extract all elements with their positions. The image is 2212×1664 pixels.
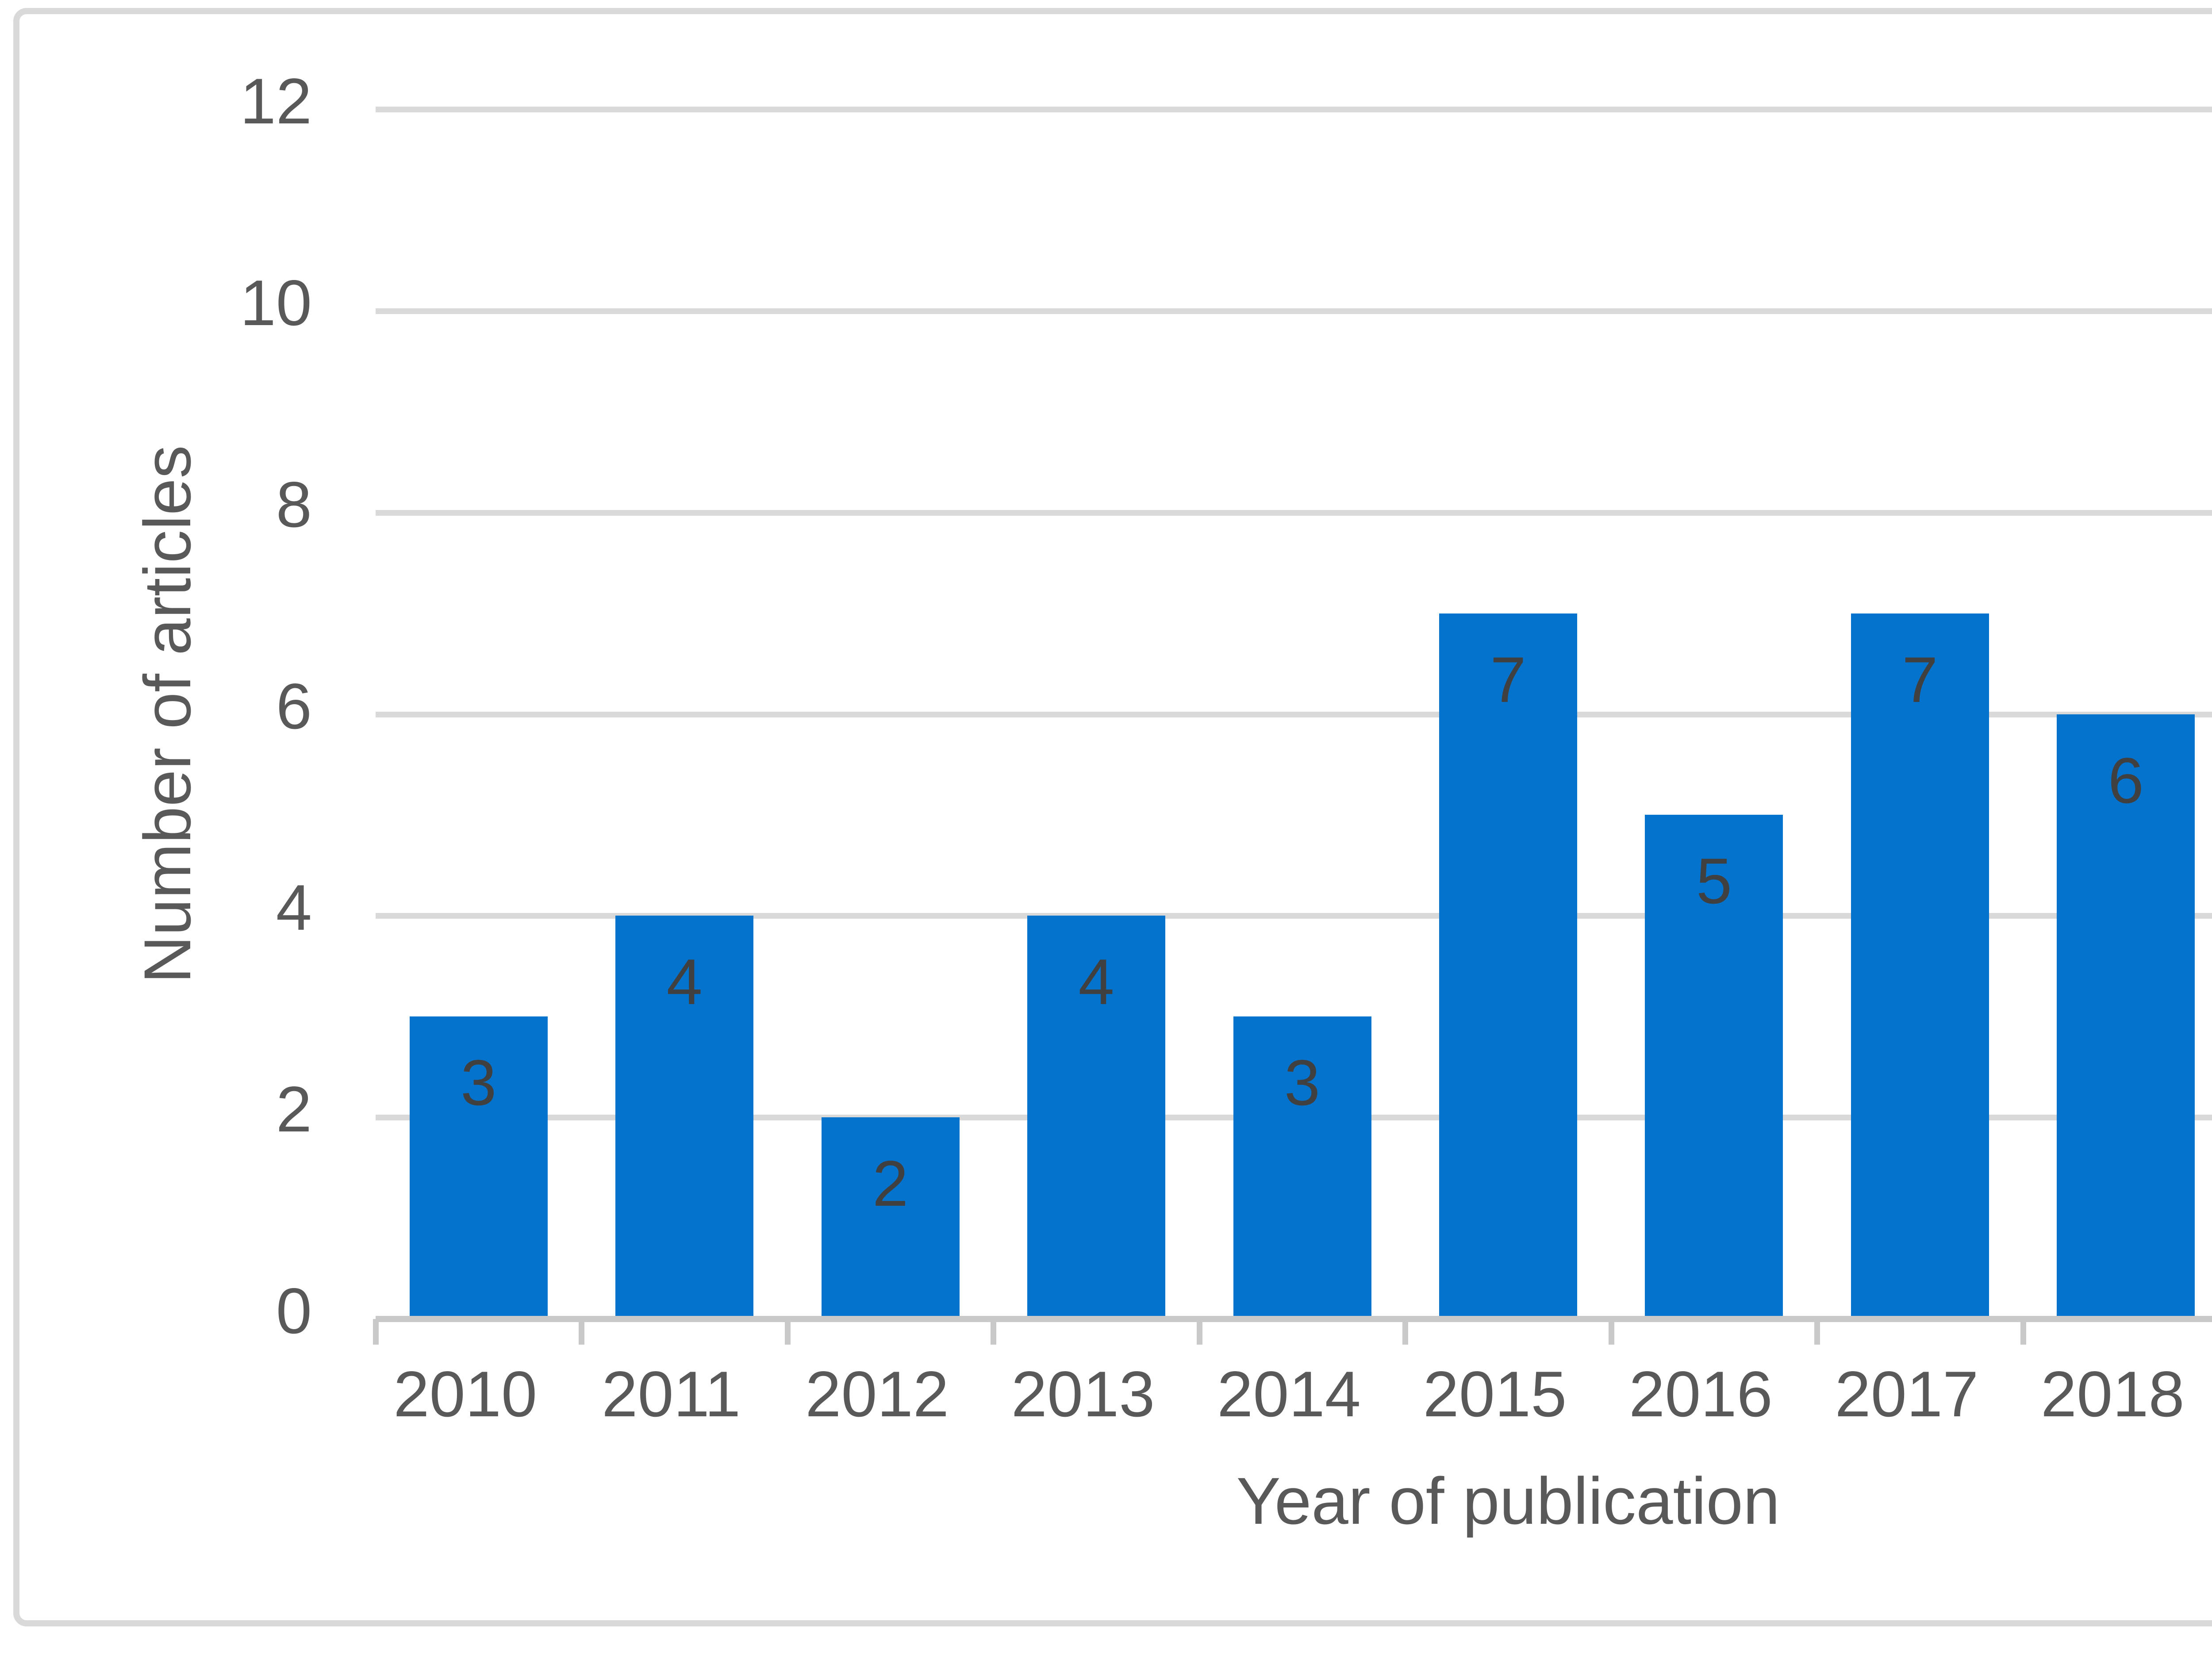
bar-value-label: 3 (461, 1047, 497, 1119)
bar-value-label: 3 (1284, 1047, 1321, 1119)
y-tick-label-2: 2 (276, 1073, 312, 1146)
y-tick-label-12: 12 (240, 65, 312, 137)
x-axis-tick-mark (579, 1319, 585, 1345)
x-tick-label-2010: 2010 (393, 1358, 538, 1430)
bar-2014: 3 (1233, 1016, 1371, 1319)
gridline-y-8 (376, 510, 2212, 516)
bar-2017: 7 (1851, 613, 1989, 1319)
x-tick-label-2015: 2015 (1423, 1358, 1567, 1430)
gridline-y-10 (376, 308, 2212, 314)
x-tick-label-2012: 2012 (805, 1358, 949, 1430)
bar-value-label: 2 (872, 1147, 909, 1220)
x-tick-label-2014: 2014 (1217, 1358, 1361, 1430)
x-axis-tick-mark (784, 1319, 791, 1345)
y-tick-label-4: 4 (276, 871, 312, 944)
chart-border-frame: Number of articles 342437576911 02468101… (13, 8, 2212, 1626)
x-axis-line (376, 1316, 2212, 1322)
y-tick-label-6: 6 (276, 670, 312, 742)
x-tick-label-2018: 2018 (2040, 1358, 2185, 1430)
gridline-y-12 (376, 107, 2212, 112)
bar-2016: 5 (1645, 815, 1783, 1319)
x-axis-tick-mark (1814, 1319, 1820, 1345)
x-tick-label-2013: 2013 (1011, 1358, 1155, 1430)
y-tick-label-0: 0 (276, 1275, 312, 1347)
bar-2011: 4 (615, 916, 754, 1319)
x-tick-label-2016: 2016 (1629, 1358, 1773, 1430)
bar-value-label: 7 (1490, 643, 1526, 716)
y-tick-label-8: 8 (276, 468, 312, 541)
y-tick-label-10: 10 (240, 266, 312, 339)
x-axis-tick-mark (1196, 1319, 1202, 1345)
x-axis-tick-mark (2020, 1319, 2026, 1345)
bar-value-label: 4 (666, 946, 703, 1018)
bar-2015: 7 (1439, 613, 1577, 1319)
x-axis-tick-mark (991, 1319, 997, 1345)
bar-value-label: 6 (2108, 744, 2144, 817)
bar-value-label: 5 (1696, 845, 1732, 917)
x-axis-tick-mark (373, 1319, 379, 1345)
bar-2010: 3 (409, 1016, 548, 1319)
x-axis-tick-mark (1402, 1319, 1409, 1345)
bar-value-label: 4 (1078, 946, 1114, 1018)
bar-2018: 6 (2057, 714, 2195, 1319)
x-axis-title: Year of publication (1236, 1464, 1780, 1538)
bar-2012: 2 (821, 1117, 960, 1319)
x-tick-label-2017: 2017 (1835, 1358, 1979, 1430)
x-tick-label-2011: 2011 (602, 1358, 741, 1430)
gridline-y-6 (376, 711, 2212, 717)
plot-area: 342437576911 (373, 107, 2212, 1345)
bar-2013: 4 (1027, 916, 1166, 1319)
x-axis-tick-mark (1608, 1319, 1614, 1345)
bar-value-label: 7 (1902, 643, 1938, 716)
